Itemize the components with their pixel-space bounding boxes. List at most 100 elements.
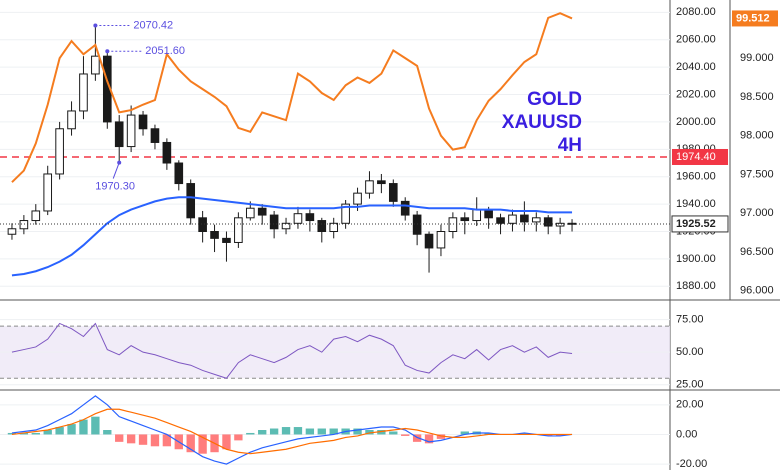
histogram-bar — [198, 434, 207, 454]
candle-body — [257, 207, 267, 216]
histogram-bar — [234, 434, 243, 441]
y-tick-label: 25.00 — [676, 379, 704, 391]
histogram-bar — [269, 428, 279, 435]
histogram-bar — [544, 434, 553, 436]
y-tick-label: 1880.00 — [676, 280, 716, 292]
histogram-bar — [222, 434, 231, 450]
candle-body — [79, 73, 88, 112]
chart-title: GOLD — [527, 89, 582, 110]
histogram-bar — [19, 432, 29, 435]
y-tick-label: 96.000 — [740, 285, 774, 297]
overlay-line — [11, 196, 573, 277]
histogram-bar — [91, 416, 100, 435]
macd-line — [11, 395, 573, 465]
candle-body — [186, 183, 196, 219]
candle-body — [31, 210, 41, 222]
y-tick-label: 2020.00 — [676, 88, 716, 100]
y-tick-label: 1960.00 — [676, 171, 716, 183]
candle-body — [531, 217, 541, 223]
y-tick-label: 98.500 — [740, 91, 774, 103]
candle-body — [55, 128, 64, 175]
candle-body — [448, 217, 458, 233]
candle-body — [114, 121, 124, 148]
candle-body — [198, 217, 207, 233]
candle-body — [150, 128, 160, 143]
annotation-leader — [112, 162, 120, 179]
histogram-bar — [126, 434, 136, 444]
candle-body — [388, 183, 398, 202]
overlay-line — [11, 12, 573, 183]
histogram-bar — [317, 428, 326, 435]
histogram-bar — [281, 427, 291, 435]
candle-body — [353, 192, 362, 205]
y-tick-label: 97.500 — [740, 168, 774, 180]
candle-body — [377, 180, 386, 185]
histogram-bar — [43, 430, 52, 435]
histogram-bar — [115, 434, 124, 442]
histogram-bar — [555, 434, 565, 436]
histogram-bar — [401, 434, 410, 436]
candle-body — [234, 217, 243, 243]
candle-body — [496, 217, 505, 224]
histogram-bar — [67, 424, 76, 435]
candle-body — [174, 162, 184, 185]
candle-body — [281, 222, 291, 230]
y-tick-label: -20.00 — [676, 458, 707, 470]
annotation-label: 2051.60 — [145, 45, 185, 57]
histogram-bar — [460, 431, 469, 435]
candle-body — [91, 55, 100, 75]
candle-body — [245, 207, 255, 219]
candle-body — [520, 214, 529, 223]
y-tick-label: 2000.00 — [676, 116, 716, 128]
candle-body — [472, 209, 482, 222]
histogram-bar — [258, 430, 267, 435]
candle-body — [210, 231, 219, 239]
candle-body — [567, 222, 577, 225]
histogram-bar — [31, 432, 40, 435]
histogram-bar — [365, 430, 374, 435]
price-level-label: 1974.40 — [676, 151, 716, 163]
y-tick-label: 0.00 — [676, 428, 697, 440]
histogram-bar — [246, 432, 255, 435]
signal-line — [11, 408, 573, 455]
candle-body — [162, 141, 172, 164]
y-tick-label: 97.000 — [740, 207, 774, 219]
histogram-bar — [484, 432, 493, 435]
histogram-bar — [412, 434, 422, 442]
histogram-bar — [7, 432, 17, 435]
last-dxy-tag — [732, 10, 778, 27]
candle-body — [222, 237, 231, 243]
chart-title: XAUUSD — [502, 112, 582, 133]
candle-body — [19, 220, 29, 230]
last-price-tag — [671, 215, 729, 233]
y-tick-label: 75.00 — [676, 313, 704, 325]
histogram-bar — [520, 432, 529, 435]
candle-body — [329, 222, 339, 233]
y-tick-label: 2080.00 — [676, 6, 716, 18]
candle-body — [412, 214, 422, 235]
chart-title: 4H — [558, 135, 582, 156]
candle-body — [508, 214, 517, 224]
candle-body — [269, 214, 279, 230]
candle-body — [400, 200, 410, 216]
histogram-bar — [138, 434, 148, 445]
histogram-bar — [377, 430, 386, 435]
candle-body — [317, 220, 327, 233]
rsi-line — [11, 322, 573, 379]
y-tick-label: 1900.00 — [676, 253, 716, 265]
y-tick-label: 50.00 — [676, 346, 704, 358]
candle-body — [460, 217, 470, 222]
candle-body — [484, 209, 493, 219]
candle-body — [436, 231, 446, 249]
y-tick-label: 96.500 — [740, 246, 774, 258]
y-tick-label: 98.000 — [740, 130, 774, 142]
annotation-label: 2070.42 — [133, 19, 173, 31]
histogram-bar — [103, 430, 112, 435]
histogram-bar — [424, 434, 434, 444]
last-price-label: 1925.52 — [676, 218, 716, 230]
annotation-label: 1970.30 — [95, 181, 135, 193]
histogram-bar — [353, 428, 362, 435]
y-tick-label: 20.00 — [676, 399, 704, 411]
